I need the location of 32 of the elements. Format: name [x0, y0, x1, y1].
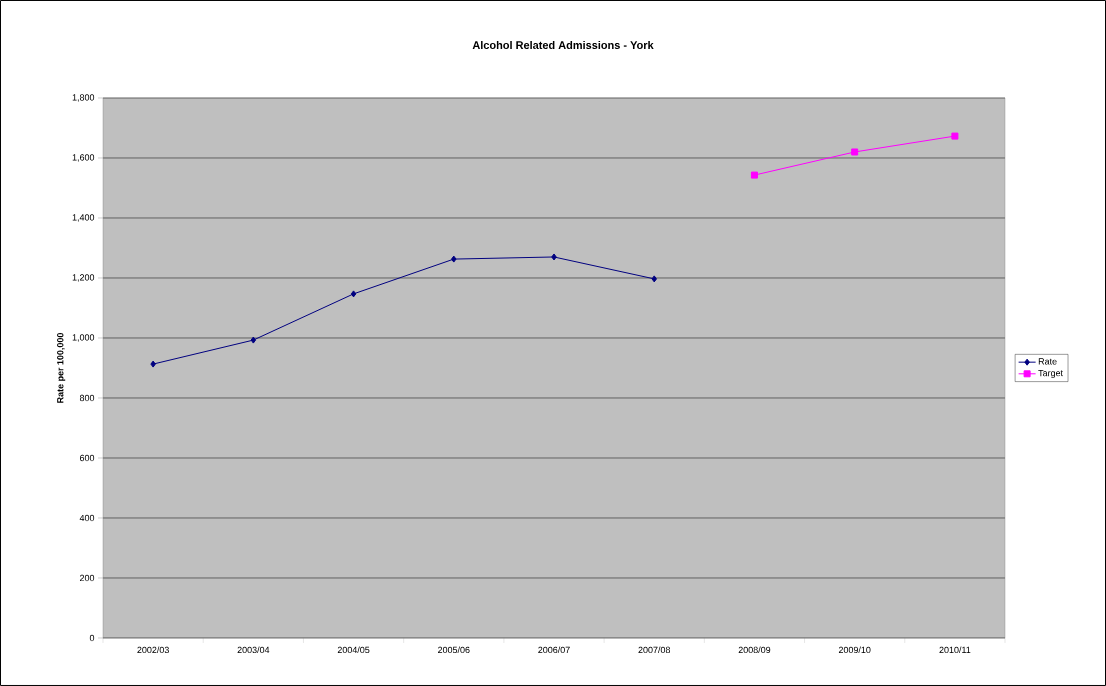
x-tick-label: 2006/07 — [538, 646, 570, 654]
y-tick-label: 1,600 — [72, 154, 95, 162]
x-tick-label: 2009/10 — [838, 646, 871, 654]
y-tick-label: 1,000 — [72, 334, 95, 342]
point — [250, 336, 257, 344]
y-tick-label: 0 — [89, 634, 95, 642]
point — [551, 253, 557, 261]
point — [851, 148, 859, 156]
y-tick-label: 600 — [79, 454, 95, 462]
y-axis-title: Rate per 100,000 — [57, 332, 66, 403]
point — [350, 290, 357, 298]
point — [150, 360, 156, 368]
y-tick-label: 800 — [79, 394, 95, 402]
y-tick-label: 1,800 — [72, 94, 95, 102]
x-tick-label: 2005/06 — [438, 646, 470, 654]
legend-label: Rate — [1038, 358, 1057, 365]
x-tick-label: 2003/04 — [237, 646, 270, 654]
x-tick-label: 2007/08 — [638, 646, 671, 654]
x-tick-label: 2010/11 — [939, 646, 971, 654]
y-tick-label: 200 — [79, 574, 95, 582]
point — [750, 171, 758, 179]
y-tick-label: 1,400 — [72, 214, 95, 222]
x-tick-label: 2004/05 — [337, 646, 370, 654]
y-tick-label: 1,200 — [72, 274, 95, 282]
point — [651, 275, 657, 283]
x-tick-label: 2008/09 — [738, 646, 771, 654]
legend-label: Target — [1038, 369, 1063, 378]
point — [951, 132, 959, 140]
y-tick-label: 400 — [79, 514, 95, 522]
chart-title: Alcohol Related Admissions - York — [472, 40, 654, 50]
x-tick-label: 2002/03 — [137, 646, 169, 654]
point — [451, 255, 457, 263]
